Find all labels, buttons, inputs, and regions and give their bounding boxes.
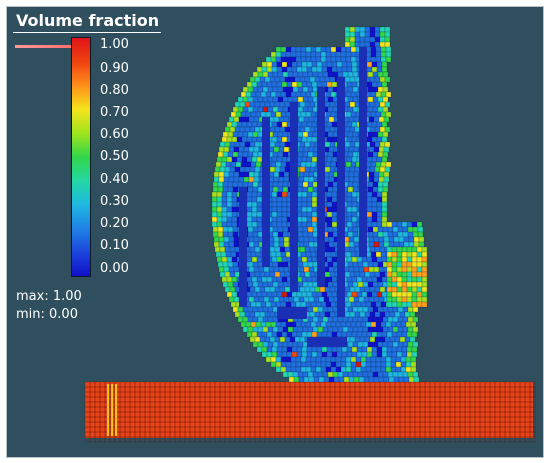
- max-value-label: max: 1.00: [16, 289, 82, 304]
- colorbar-tick-0-20: 0.20: [100, 216, 129, 231]
- colorbar-tick-0-80: 0.80: [100, 83, 129, 98]
- colorbar-tick-0-10: 0.10: [100, 238, 129, 253]
- legend-title: Volume fraction: [16, 11, 160, 30]
- colorbar: [71, 37, 91, 277]
- colorbar-tick-0-60: 0.60: [100, 127, 129, 142]
- legend-title-underline: [13, 32, 161, 33]
- colorbar-tick-0-90: 0.90: [100, 61, 129, 76]
- colorbar-tick-0-00: 0.00: [100, 261, 129, 276]
- simulation-viewport[interactable]: Volume fraction 1.00 0.90 0.80 0.70 0.60…: [6, 6, 544, 458]
- min-value-label: min: 0.00: [16, 307, 78, 322]
- colorbar-tick-1-00: 1.00: [100, 37, 129, 52]
- colorbar-tick-0-70: 0.70: [100, 105, 129, 120]
- colorbar-tick-0-40: 0.40: [100, 172, 129, 187]
- colorbar-tick-0-30: 0.30: [100, 194, 129, 209]
- range-indicator-line: [15, 45, 71, 48]
- volume-fraction-render: [84, 26, 536, 443]
- colorbar-tick-0-50: 0.50: [100, 149, 129, 164]
